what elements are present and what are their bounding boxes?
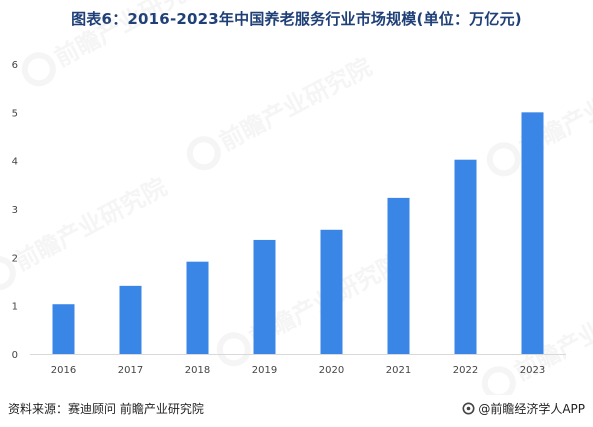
footer: 资料来源：赛迪顾问 前瞻产业研究院 @前瞻经济学人APP [8,397,585,419]
bar-2018 [186,261,209,354]
y-tick-label: 4 [12,157,18,168]
x-axis: 2016 2017 2018 2019 2020 2021 2022 2023 [51,365,545,376]
x-tick-label: 2018 [185,365,210,376]
brand-text: @前瞻经济学人APP [478,401,585,416]
y-tick-label: 2 [12,253,18,264]
bar-2016 [52,304,75,354]
bar-2021 [387,197,410,354]
x-tick-label: 2016 [51,365,76,376]
y-tick-label: 0 [12,350,18,361]
y-axis: 0 1 2 3 4 5 6 [12,60,18,361]
watermark-layer: 前瞻产业研究院 前瞻产业研究院 前瞻产业研究院 前瞻产业研究院 前瞻产业研究院 … [0,0,593,395]
y-tick-label: 6 [12,60,18,71]
bar-chart: 前瞻产业研究院 前瞻产业研究院 前瞻产业研究院 前瞻产业研究院 前瞻产业研究院 … [0,0,593,395]
x-tick-label: 2022 [453,365,478,376]
x-tick-label: 2023 [520,365,545,376]
watermark-text-2: 前瞻产业研究院 [215,53,376,157]
bar-2017 [119,285,142,354]
brand-logo-icon [462,402,475,414]
watermark-text-4: 前瞻产业研究院 [10,173,171,277]
bar-2020 [320,229,343,354]
y-tick-label: 1 [12,302,18,313]
y-tick-label: 5 [12,108,18,119]
y-tick-label: 3 [12,205,18,216]
watermark-text-1: 前瞻产业研究院 [50,0,211,72]
bar-2019 [253,239,276,354]
brand-label: @前瞻经济学人APP [462,400,585,417]
bars [52,112,544,354]
chart-title: 图表6：2016-2023年中国养老服务行业市场规模(单位：万亿元) [71,10,522,28]
source-text: 资料来源：赛迪顾问 前瞻产业研究院 [8,401,204,416]
bar-2022 [454,159,477,354]
bar-2023 [521,112,544,354]
x-tick-label: 2019 [252,365,277,376]
x-tick-label: 2020 [319,365,344,376]
x-tick-label: 2021 [386,365,411,376]
x-tick-label: 2017 [118,365,143,376]
